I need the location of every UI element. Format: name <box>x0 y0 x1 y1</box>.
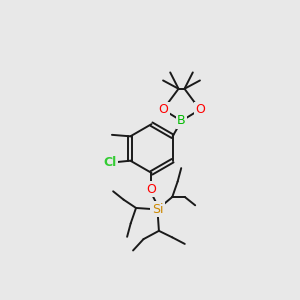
Text: Cl: Cl <box>103 156 117 169</box>
Text: B: B <box>177 114 186 128</box>
Text: O: O <box>146 183 156 196</box>
Text: O: O <box>158 103 168 116</box>
Text: O: O <box>195 103 205 116</box>
Text: Si: Si <box>152 203 163 216</box>
